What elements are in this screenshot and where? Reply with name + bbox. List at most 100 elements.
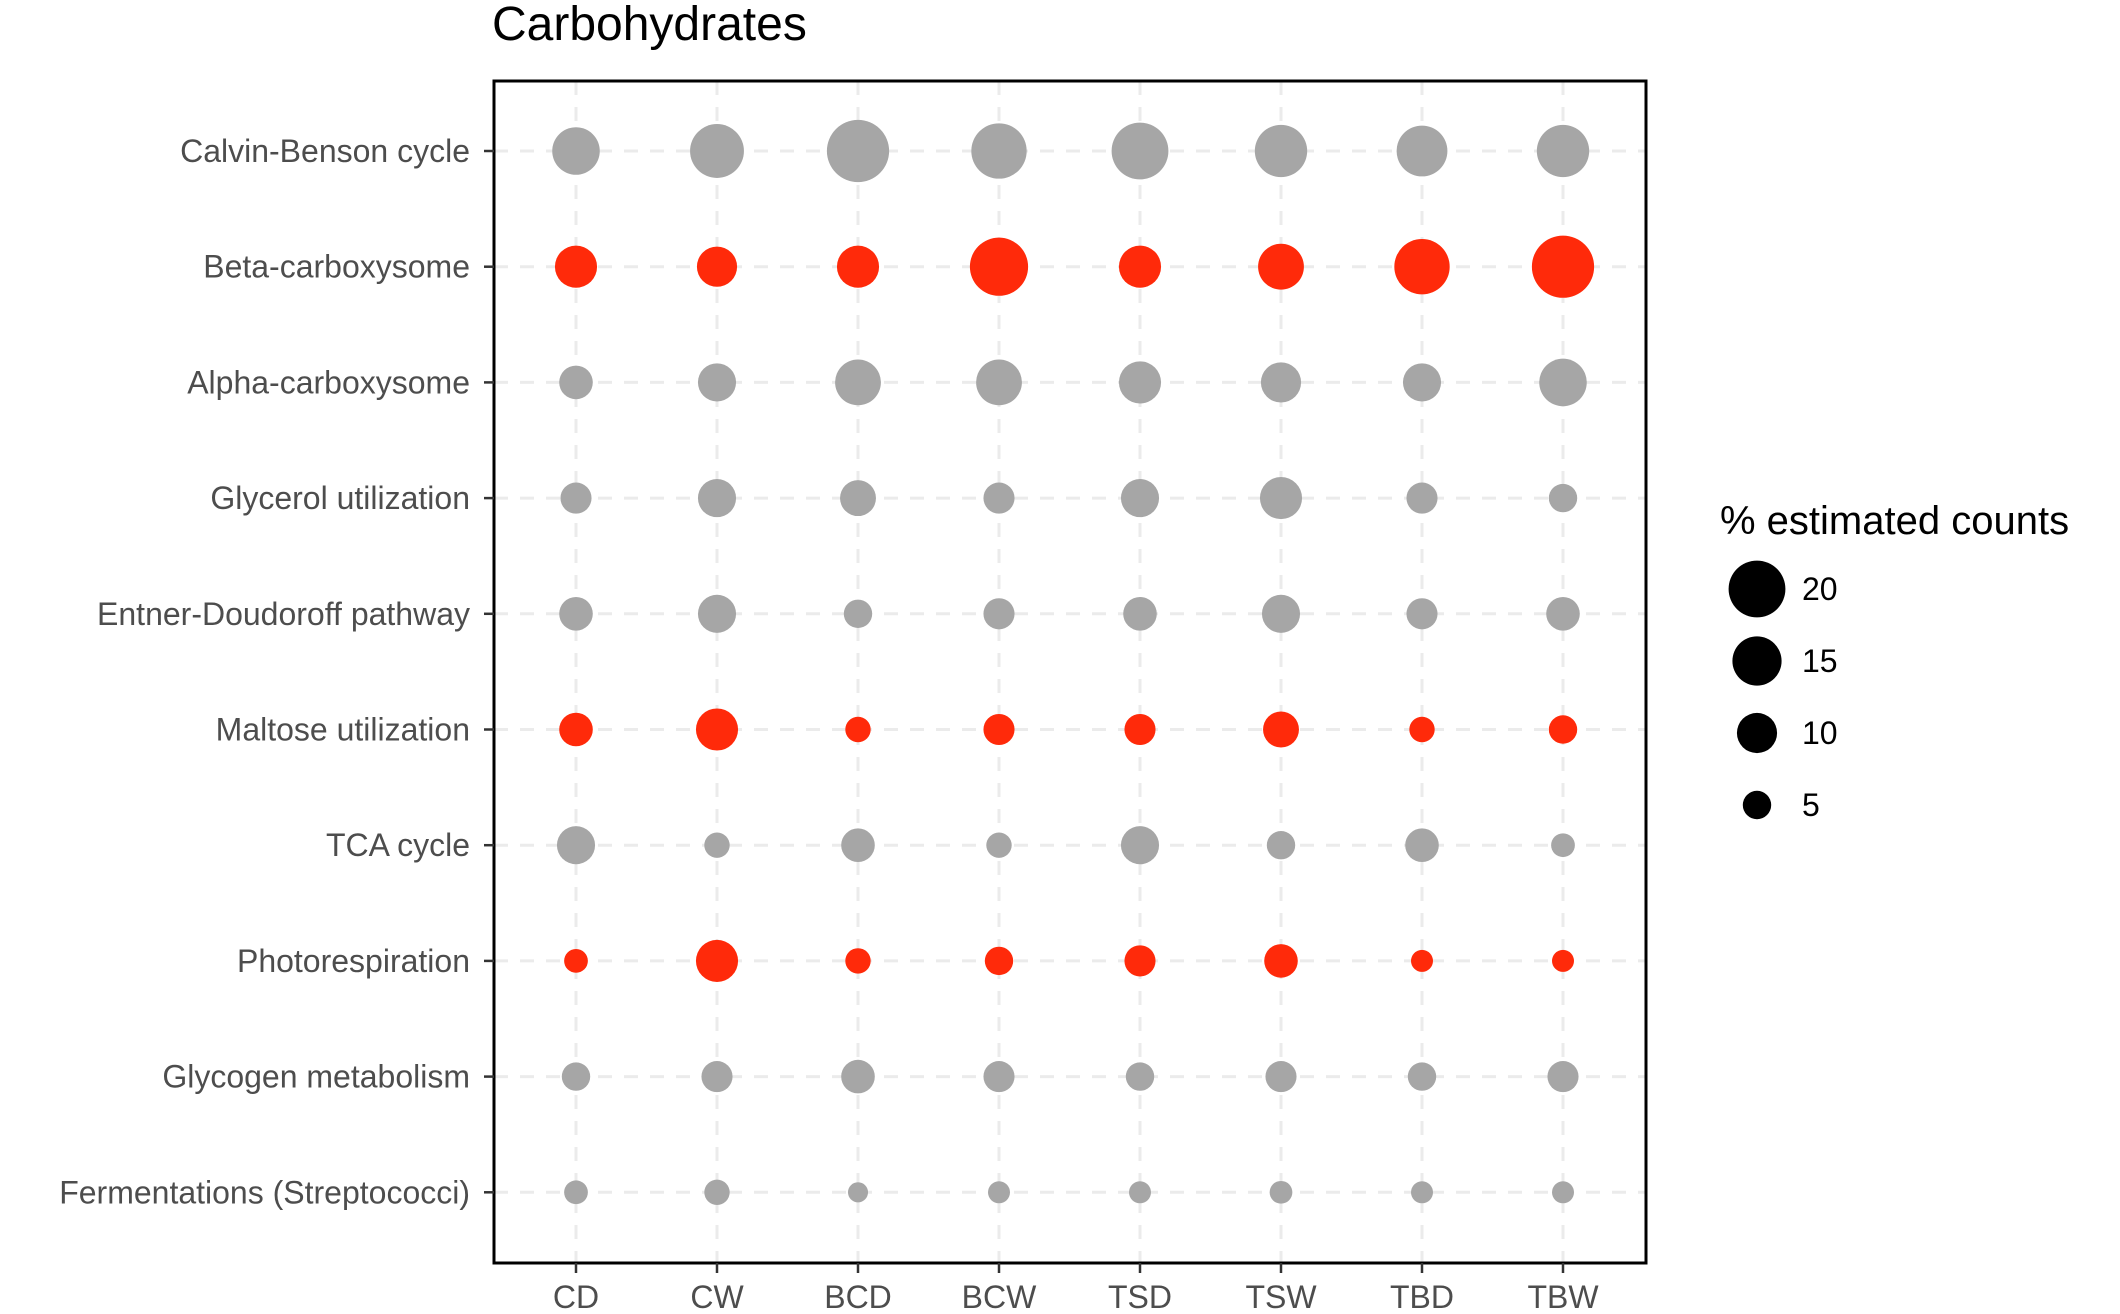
data-point <box>1264 944 1298 978</box>
x-tick-label: TSW <box>1245 1279 1317 1314</box>
data-points <box>552 119 1595 1206</box>
data-point <box>1402 363 1442 402</box>
data-point <box>1411 949 1433 972</box>
data-point <box>704 832 730 858</box>
data-point <box>845 716 871 743</box>
data-point <box>697 479 737 518</box>
x-tick-label: TBW <box>1527 1279 1599 1314</box>
data-point <box>564 949 588 973</box>
x-tick-label: CW <box>690 1279 744 1314</box>
data-point <box>1124 713 1156 746</box>
data-point <box>556 826 596 865</box>
x-tick-label: CD <box>553 1279 599 1314</box>
data-point <box>1551 833 1575 858</box>
data-point <box>561 1062 591 1091</box>
y-tick-label: Entner-Doudoroff pathway <box>97 596 470 632</box>
x-tick-label: TSD <box>1108 1279 1172 1314</box>
legend-size-key <box>1742 790 1772 820</box>
y-tick-label: Maltose utilization <box>216 712 470 748</box>
legend-title: % estimated counts <box>1720 499 2069 543</box>
data-point <box>697 594 737 633</box>
grid-lines <box>494 81 1646 1263</box>
data-point <box>841 828 875 862</box>
x-tick-label: BCD <box>824 1279 892 1314</box>
legend-size-key <box>1732 636 1782 686</box>
data-point <box>1552 949 1574 972</box>
data-point <box>1552 1181 1574 1204</box>
data-point <box>1396 125 1448 177</box>
data-point <box>1269 1180 1293 1204</box>
legend-size-key <box>1736 712 1778 754</box>
y-tick-label: TCA cycle <box>326 827 470 863</box>
data-point <box>1124 945 1156 977</box>
y-tick-label: Beta-carboxysome <box>203 249 470 285</box>
data-point <box>845 948 871 974</box>
data-point <box>1263 711 1299 748</box>
data-point <box>697 363 737 402</box>
legend-size-label: 20 <box>1802 571 1838 607</box>
y-tick-label: Calvin-Benson cycle <box>180 133 470 169</box>
data-point <box>983 598 1015 630</box>
data-point <box>847 1182 869 1203</box>
legend-size-label: 15 <box>1802 643 1838 679</box>
data-point <box>559 597 593 631</box>
data-point <box>1406 482 1438 514</box>
data-point <box>1531 235 1595 298</box>
data-point <box>841 1059 875 1094</box>
data-point <box>983 713 1015 746</box>
x-tick-label: BCW <box>962 1279 1037 1314</box>
data-point <box>695 939 739 982</box>
y-tick-label: Photorespiration <box>237 943 470 979</box>
y-axis: Calvin-Benson cycle Beta-carboxysome Alpha… <box>59 133 494 1210</box>
data-point <box>826 119 890 183</box>
data-point <box>696 246 738 287</box>
chart-title: Carbohydrates <box>492 0 807 51</box>
data-point <box>1547 1061 1579 1093</box>
data-point <box>835 359 881 406</box>
data-point <box>1265 1061 1297 1093</box>
data-point <box>1258 243 1304 290</box>
data-point <box>1261 594 1301 633</box>
data-point <box>1539 358 1587 407</box>
data-point <box>1254 124 1308 178</box>
data-point <box>1546 597 1580 631</box>
data-point <box>690 124 744 178</box>
data-point <box>1266 831 1296 860</box>
data-point <box>559 365 593 400</box>
data-point <box>1536 124 1590 178</box>
size-legend: % estimated counts 20 15 10 5 <box>1720 499 2069 823</box>
data-point <box>695 708 739 751</box>
data-point <box>1407 1062 1437 1091</box>
data-point <box>1260 362 1302 403</box>
legend-size-label: 10 <box>1802 715 1838 751</box>
data-point <box>1406 598 1438 630</box>
y-tick-label: Alpha-carboxysome <box>187 364 470 400</box>
data-point <box>1123 597 1157 631</box>
data-point <box>986 832 1012 858</box>
x-tick-label: TBD <box>1390 1279 1454 1314</box>
data-point <box>701 1061 733 1093</box>
data-point <box>704 1179 730 1206</box>
data-point <box>1548 715 1578 744</box>
data-point <box>971 123 1027 179</box>
data-point <box>843 599 873 628</box>
data-point <box>552 127 600 175</box>
legend-size-label: 5 <box>1802 787 1820 823</box>
data-point <box>1120 826 1160 865</box>
data-point <box>1120 479 1160 518</box>
data-point <box>1394 239 1450 295</box>
data-point <box>560 482 592 514</box>
data-point <box>559 712 593 747</box>
data-point <box>1548 483 1578 513</box>
data-point <box>983 1061 1015 1093</box>
y-tick-label: Glycogen metabolism <box>162 1059 470 1095</box>
y-tick-label: Glycerol utilization <box>210 480 470 516</box>
data-point <box>976 359 1022 406</box>
data-point <box>1405 828 1439 862</box>
data-point <box>1118 361 1162 404</box>
data-point <box>1411 1181 1433 1204</box>
data-point <box>554 245 598 288</box>
data-point <box>1259 477 1303 520</box>
plot-panel-border <box>492 79 1648 1265</box>
